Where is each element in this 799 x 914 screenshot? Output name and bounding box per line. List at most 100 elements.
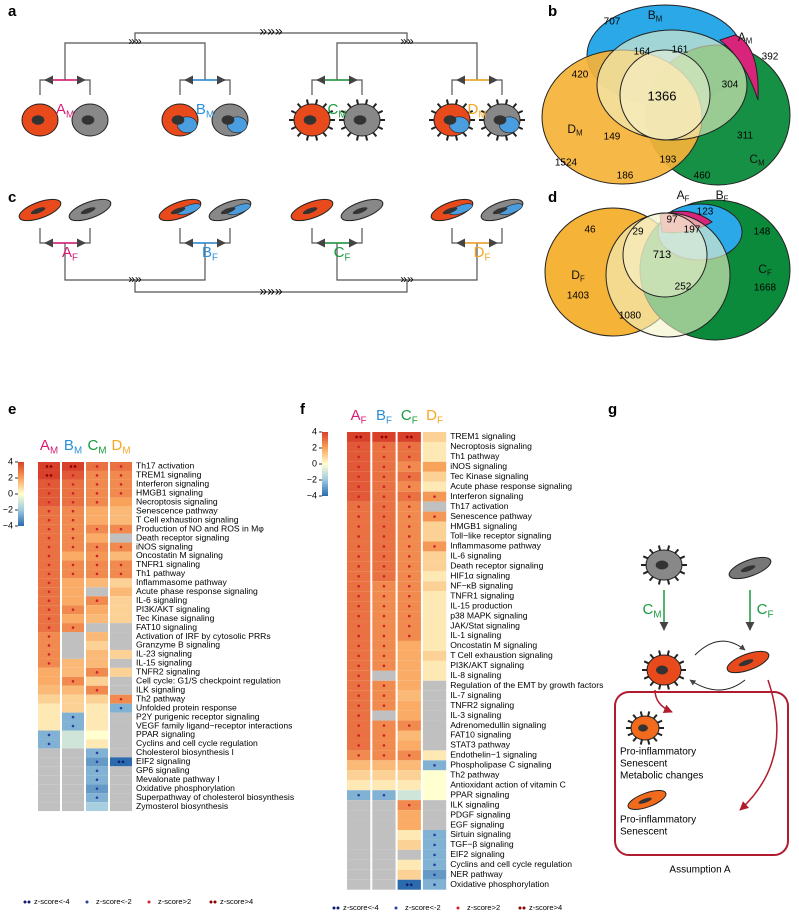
significance-dot bbox=[95, 688, 99, 692]
significance-dot bbox=[47, 536, 51, 540]
color-bar-label: −2 bbox=[307, 474, 317, 484]
significance-dot bbox=[121, 760, 125, 764]
pathway-name: iNOS signaling bbox=[136, 541, 193, 551]
significance-dot bbox=[71, 509, 75, 513]
heat-cell bbox=[372, 432, 396, 442]
heat-cell bbox=[397, 830, 421, 840]
significance-dot bbox=[405, 883, 409, 887]
heat-cell bbox=[62, 802, 84, 812]
set-label: CF bbox=[758, 262, 772, 277]
significance-dot bbox=[357, 674, 360, 678]
significance-dot bbox=[382, 505, 386, 508]
label-subscript: F bbox=[412, 415, 418, 426]
significance-dot bbox=[47, 581, 51, 585]
heat-cell bbox=[372, 670, 396, 681]
label-subscript: F bbox=[767, 269, 772, 278]
heat-cell bbox=[422, 521, 447, 532]
heat-cell bbox=[422, 650, 447, 661]
label-subscript: M bbox=[746, 37, 753, 46]
pathway-name: p38 MAPK signaling bbox=[450, 610, 528, 620]
pathway-name: Toll−like receptor signaling bbox=[450, 531, 551, 541]
pathway-name: IL-6 signaling bbox=[450, 551, 501, 561]
heat-cell bbox=[38, 775, 60, 785]
nucleus bbox=[170, 207, 186, 215]
heat-cell bbox=[62, 784, 84, 794]
label-letter: C bbox=[328, 101, 339, 118]
heat-cell bbox=[110, 784, 132, 794]
cell bbox=[289, 99, 335, 141]
significance-dot bbox=[433, 515, 436, 518]
heat-cell bbox=[347, 780, 371, 791]
set-label: DM bbox=[567, 122, 582, 137]
cell bbox=[642, 650, 686, 690]
significance-dot bbox=[407, 515, 411, 518]
label-letter: B bbox=[648, 8, 656, 22]
heat-cell bbox=[110, 614, 132, 624]
pathway-name: Superpathway of cholesterol biosynthesis bbox=[136, 792, 294, 802]
significance-dot bbox=[357, 465, 360, 469]
significance-dot bbox=[382, 545, 386, 548]
label-subscript: M bbox=[66, 109, 74, 120]
heat-cell bbox=[422, 740, 447, 751]
heat-cell bbox=[372, 869, 396, 880]
significance-dot bbox=[357, 565, 360, 568]
nucleus bbox=[738, 659, 754, 667]
significance-dot bbox=[47, 733, 51, 737]
heat-cell bbox=[86, 641, 108, 650]
heat-cell bbox=[110, 775, 132, 785]
heat-cell bbox=[422, 571, 447, 582]
label-letter: B bbox=[716, 188, 724, 202]
heat-cell bbox=[347, 810, 371, 821]
heat-cell bbox=[110, 533, 132, 543]
nucleus bbox=[30, 207, 46, 215]
pathway-name: IL-8 signaling bbox=[450, 670, 501, 680]
heat-cell bbox=[397, 640, 421, 651]
pathway-name: Oxidative phosphorylation bbox=[450, 879, 549, 889]
heat-cell bbox=[397, 670, 421, 681]
significance-dot bbox=[357, 644, 360, 648]
significance-dot bbox=[95, 545, 99, 549]
label-subscript: M bbox=[338, 109, 346, 120]
pathway-name: Inflammasome pathway bbox=[450, 541, 541, 551]
cell bbox=[627, 790, 667, 810]
heat-cell bbox=[422, 581, 447, 592]
heat-cell bbox=[62, 739, 84, 749]
legend-label: z-score>2 bbox=[158, 897, 191, 906]
legend-label: z-score<-2 bbox=[96, 897, 132, 906]
venn-count: 161 bbox=[672, 45, 689, 56]
heat-cell bbox=[422, 531, 447, 542]
heat-cell bbox=[422, 710, 447, 721]
heat-cell bbox=[372, 710, 396, 721]
heat-cell bbox=[397, 740, 421, 751]
significance-dot bbox=[382, 604, 386, 608]
heat-cell bbox=[422, 432, 447, 442]
pathway-name: Senescence pathway bbox=[136, 505, 218, 515]
pathway-name: Adrenomedullin signaling bbox=[450, 720, 546, 730]
label-letter: B bbox=[196, 101, 206, 118]
heat-cell bbox=[422, 601, 447, 612]
pathway-name: Activation of IRF by cytosolic PRRs bbox=[136, 631, 271, 641]
label-letter: D bbox=[571, 268, 580, 282]
pathway-name: HMGB1 signaling bbox=[136, 488, 203, 498]
significance-dot bbox=[71, 724, 75, 728]
cell-property: Pro-inflammatory bbox=[620, 747, 696, 758]
heat-cell bbox=[38, 712, 60, 722]
significance-dot bbox=[47, 599, 51, 603]
venn-count: 164 bbox=[634, 47, 651, 58]
heat-cell bbox=[38, 667, 60, 677]
nucleus bbox=[493, 115, 507, 125]
significance-dot bbox=[382, 624, 386, 628]
significance-dot bbox=[47, 617, 51, 620]
label-letter: B bbox=[376, 407, 386, 424]
nucleus bbox=[220, 207, 236, 215]
heat-cell bbox=[110, 649, 132, 659]
heat-cell bbox=[347, 820, 371, 830]
column-label: AM bbox=[40, 437, 58, 456]
heat-cell bbox=[86, 614, 108, 624]
nucleus bbox=[81, 115, 95, 125]
svg-text:»»: »» bbox=[128, 34, 142, 48]
significance-dot bbox=[382, 525, 386, 528]
pathway-name: Tec Kinase signaling bbox=[450, 471, 529, 481]
heat-cell bbox=[38, 470, 60, 480]
significance-dot bbox=[119, 465, 123, 468]
